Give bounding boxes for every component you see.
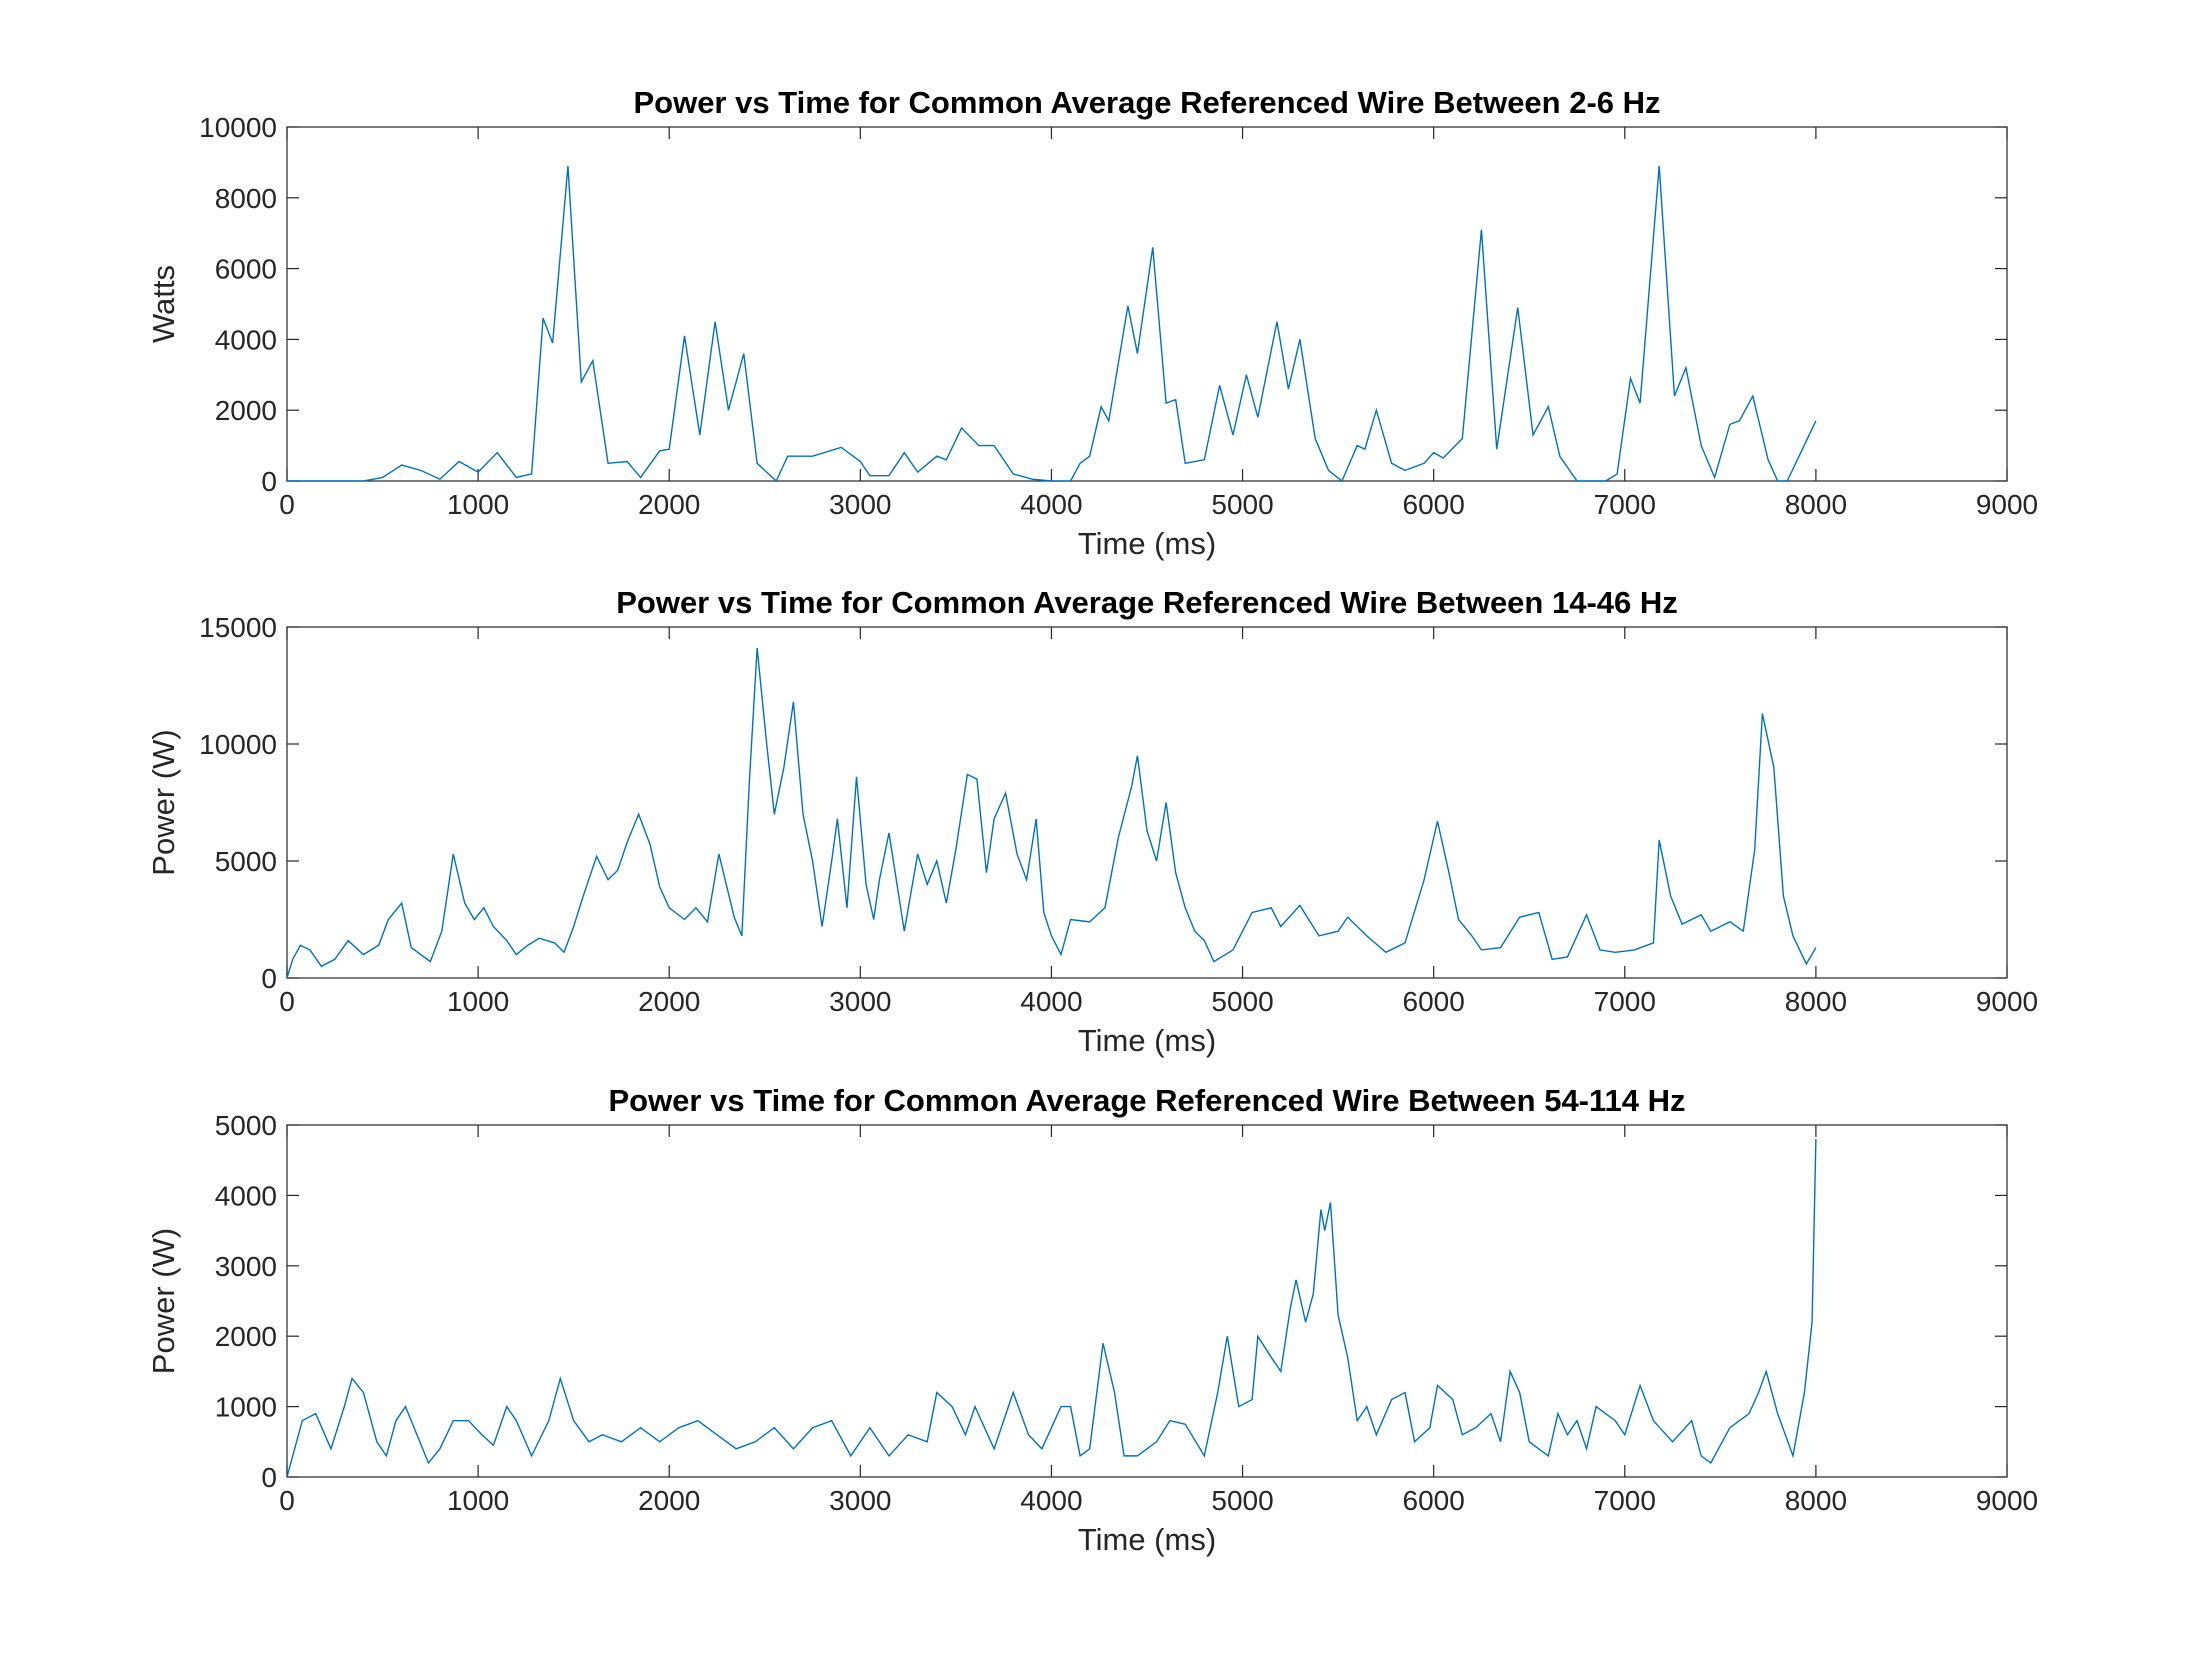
x-axis-label: Time (ms) xyxy=(1078,1522,1216,1557)
x-tick-label: 4000 xyxy=(1020,489,1082,520)
y-tick-label: 5000 xyxy=(215,846,277,877)
plot-area xyxy=(286,1124,2008,1478)
y-tick-label: 10000 xyxy=(199,112,277,143)
y-tick-label: 0 xyxy=(261,1462,277,1493)
data-line xyxy=(286,647,1817,979)
x-tick-label: 2000 xyxy=(638,1485,700,1516)
y-tick-label: 1000 xyxy=(215,1392,277,1423)
x-tick-label: 3000 xyxy=(829,1485,891,1516)
y-tick-label: 5000 xyxy=(215,1110,277,1141)
y-axis-label: Power (W) xyxy=(146,1228,181,1374)
x-tick-label: 0 xyxy=(279,1485,295,1516)
y-tick-label: 0 xyxy=(261,466,277,497)
y-tick-label: 4000 xyxy=(215,1180,277,1211)
x-tick-label: 4000 xyxy=(1020,986,1082,1017)
x-tick-label: 7000 xyxy=(1594,1485,1656,1516)
x-tick-label: 3000 xyxy=(829,489,891,520)
y-tick-label: 0 xyxy=(261,963,277,994)
x-tick-label: 5000 xyxy=(1211,986,1273,1017)
x-tick-label: 9000 xyxy=(1976,489,2038,520)
x-tick-label: 7000 xyxy=(1594,489,1656,520)
y-tick-label: 2000 xyxy=(215,1321,277,1352)
y-tick-label: 8000 xyxy=(215,183,277,214)
y-tick-label: 3000 xyxy=(215,1251,277,1282)
x-tick-label: 2000 xyxy=(638,986,700,1017)
x-tick-label: 0 xyxy=(279,489,295,520)
x-tick-label: 1000 xyxy=(447,1485,509,1516)
data-line xyxy=(286,1139,1817,1478)
chart-title: Power vs Time for Common Average Referen… xyxy=(616,585,1678,620)
data-line xyxy=(287,165,1817,483)
x-tick-label: 3000 xyxy=(829,986,891,1017)
x-tick-label: 5000 xyxy=(1211,1485,1273,1516)
x-tick-label: 8000 xyxy=(1785,489,1847,520)
y-tick-label: 6000 xyxy=(215,254,277,285)
x-tick-label: 4000 xyxy=(1020,1485,1082,1516)
x-tick-label: 6000 xyxy=(1403,489,1465,520)
x-tick-label: 6000 xyxy=(1403,1485,1465,1516)
plot-area xyxy=(286,126,2008,482)
x-tick-label: 0 xyxy=(279,986,295,1017)
y-tick-label: 10000 xyxy=(199,729,277,760)
x-tick-label: 1000 xyxy=(447,489,509,520)
plot-area xyxy=(286,626,2008,979)
x-axis-label: Time (ms) xyxy=(1078,1023,1216,1058)
y-tick-label: 4000 xyxy=(215,324,277,355)
y-tick-label: 2000 xyxy=(215,395,277,426)
x-axis-label: Time (ms) xyxy=(1078,526,1216,561)
x-tick-label: 9000 xyxy=(1976,1485,2038,1516)
y-axis-label: Power (W) xyxy=(146,729,181,875)
x-tick-label: 7000 xyxy=(1594,986,1656,1017)
x-tick-label: 5000 xyxy=(1211,489,1273,520)
x-tick-label: 1000 xyxy=(447,986,509,1017)
chart-title: Power vs Time for Common Average Referen… xyxy=(608,1083,1685,1118)
x-tick-label: 9000 xyxy=(1976,986,2038,1017)
chart-title: Power vs Time for Common Average Referen… xyxy=(633,85,1660,120)
x-tick-label: 8000 xyxy=(1785,1485,1847,1516)
x-tick-label: 8000 xyxy=(1785,986,1847,1017)
x-tick-label: 2000 xyxy=(638,489,700,520)
y-tick-label: 15000 xyxy=(199,612,277,643)
y-axis-label: Watts xyxy=(146,265,181,343)
x-tick-label: 6000 xyxy=(1403,986,1465,1017)
